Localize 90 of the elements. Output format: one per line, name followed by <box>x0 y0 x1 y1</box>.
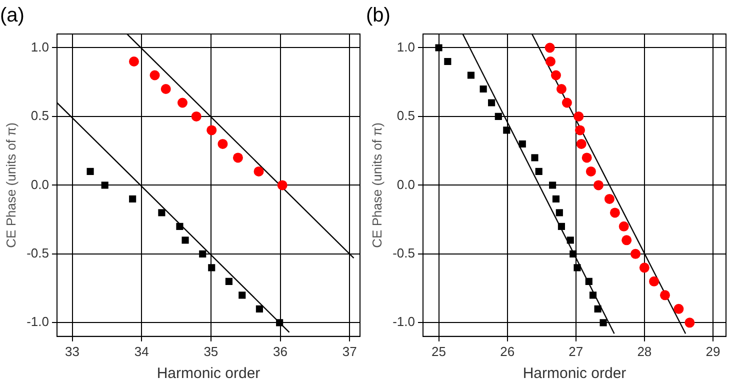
x-tick-label: 26 <box>500 344 515 359</box>
point <box>684 318 695 328</box>
point <box>558 222 566 230</box>
y-tick-label: 1.0 <box>30 39 49 54</box>
point <box>586 166 596 176</box>
point <box>610 208 620 218</box>
point <box>550 70 561 80</box>
point <box>225 278 232 285</box>
point <box>674 304 684 314</box>
point <box>618 221 629 232</box>
point <box>556 209 563 216</box>
point <box>630 248 641 259</box>
point <box>256 305 263 312</box>
y-axis-title: CE Phase (units of π) <box>369 122 384 248</box>
point <box>593 180 604 190</box>
point <box>566 236 574 244</box>
point <box>594 305 602 312</box>
point <box>574 125 585 136</box>
y-axis-title: CE Phase (units of π) <box>3 122 18 248</box>
y-tick-label: 0.5 <box>396 108 415 124</box>
point <box>604 194 614 204</box>
point <box>182 236 189 244</box>
point <box>544 42 555 53</box>
point <box>531 154 538 162</box>
point <box>218 138 228 149</box>
point <box>276 319 284 326</box>
x-tick-label: 35 <box>204 344 218 359</box>
point <box>622 235 632 246</box>
point <box>600 319 607 326</box>
point <box>546 56 556 66</box>
point <box>238 292 246 299</box>
point <box>150 70 160 80</box>
point <box>589 292 597 299</box>
point <box>556 84 566 94</box>
point <box>576 138 586 149</box>
point <box>552 195 560 202</box>
x-tick-label: 33 <box>65 344 80 359</box>
point <box>562 98 572 108</box>
y-tick-label: 0.5 <box>30 108 49 124</box>
x-tick-label: 29 <box>706 344 720 359</box>
y-tick-label: -1.0 <box>26 314 49 330</box>
point <box>277 180 288 190</box>
x-tick-label: 25 <box>432 344 446 359</box>
point <box>494 112 502 120</box>
point <box>549 182 556 189</box>
point <box>206 125 217 136</box>
x-axis-title: Harmonic order <box>522 365 626 382</box>
chart-title: (b) <box>366 4 390 27</box>
point <box>199 250 206 258</box>
point <box>191 111 202 122</box>
point <box>254 166 264 176</box>
point <box>160 84 171 94</box>
x-axis-title: Harmonic order <box>156 365 260 382</box>
point <box>480 85 487 93</box>
point <box>101 182 108 189</box>
x-tick-label: 36 <box>273 344 288 359</box>
point <box>570 250 577 258</box>
point <box>444 58 452 66</box>
point <box>639 262 650 273</box>
y-tick-label: -0.5 <box>392 246 415 261</box>
point <box>582 152 592 163</box>
y-tick-label: -1.0 <box>392 314 415 330</box>
point <box>503 126 510 134</box>
x-tick-label: 28 <box>637 344 652 359</box>
x-tick-label: 34 <box>134 344 149 359</box>
point <box>176 222 184 230</box>
point <box>518 140 526 148</box>
x-tick-label: 27 <box>568 344 584 359</box>
point <box>649 276 660 286</box>
y-tick-label: 0.0 <box>396 176 415 192</box>
chart-title: (a) <box>0 4 24 27</box>
point <box>488 99 496 106</box>
point <box>128 56 139 66</box>
point <box>158 209 166 216</box>
y-tick-label: -0.5 <box>26 246 49 261</box>
point <box>129 195 136 202</box>
x-tick-label: 37 <box>342 344 357 359</box>
point <box>585 278 592 285</box>
point <box>178 98 188 108</box>
point <box>86 168 94 175</box>
point <box>435 44 442 52</box>
point <box>660 290 670 300</box>
point <box>232 152 243 163</box>
y-tick-label: 1.0 <box>396 39 415 54</box>
point <box>535 168 542 175</box>
point <box>208 264 216 272</box>
point <box>574 111 584 122</box>
point <box>467 72 475 79</box>
point <box>574 264 581 272</box>
y-tick-label: 0.0 <box>30 176 49 192</box>
